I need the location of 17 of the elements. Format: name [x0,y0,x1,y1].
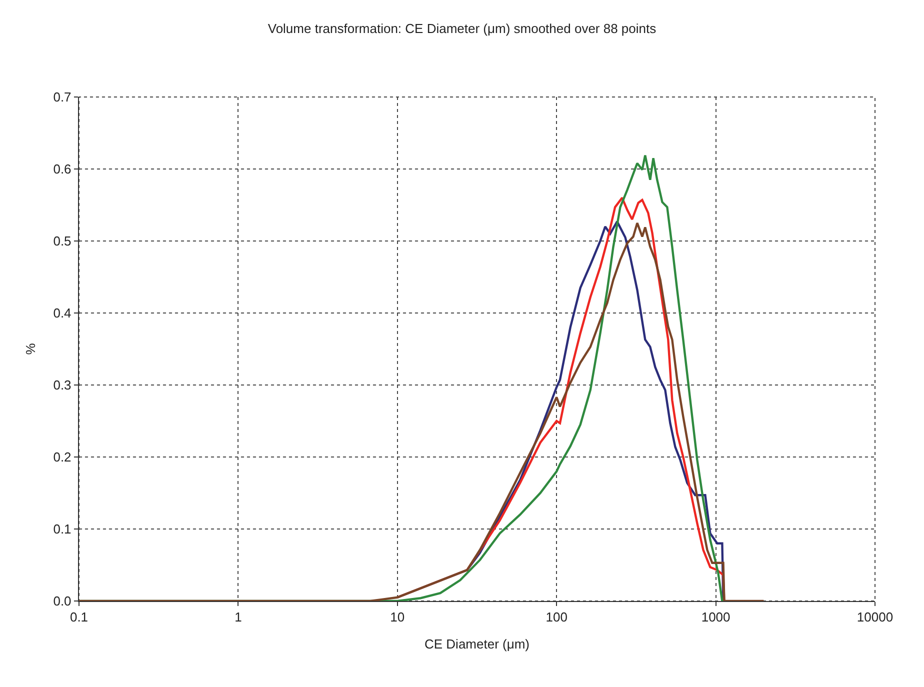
y-tick-label: 0.5 [53,234,72,249]
y-tick-label: 0.0 [53,594,72,609]
y-tick-label: 0.3 [53,378,72,393]
x-axis-title: CE Diameter (μm) [424,636,530,652]
x-tick-label: 100 [546,610,568,625]
x-tick-label: 0.1 [70,610,88,625]
chart-title: Volume transformation: CE Diameter (μm) smoothed over 88 points [268,21,657,36]
x-tick-label: 1000 [701,610,730,625]
y-tick-label: 0.6 [53,162,72,177]
y-tick-label: 0.2 [53,450,72,465]
x-tick-label: 10000 [856,610,894,625]
y-tick-label: 0.4 [53,306,72,321]
y-axis-title: % [23,342,38,355]
x-tick-label: 1 [234,610,242,625]
y-tick-label: 0.7 [53,90,72,105]
x-tick-label: 10 [390,610,405,625]
y-tick-label: 0.1 [53,522,72,537]
